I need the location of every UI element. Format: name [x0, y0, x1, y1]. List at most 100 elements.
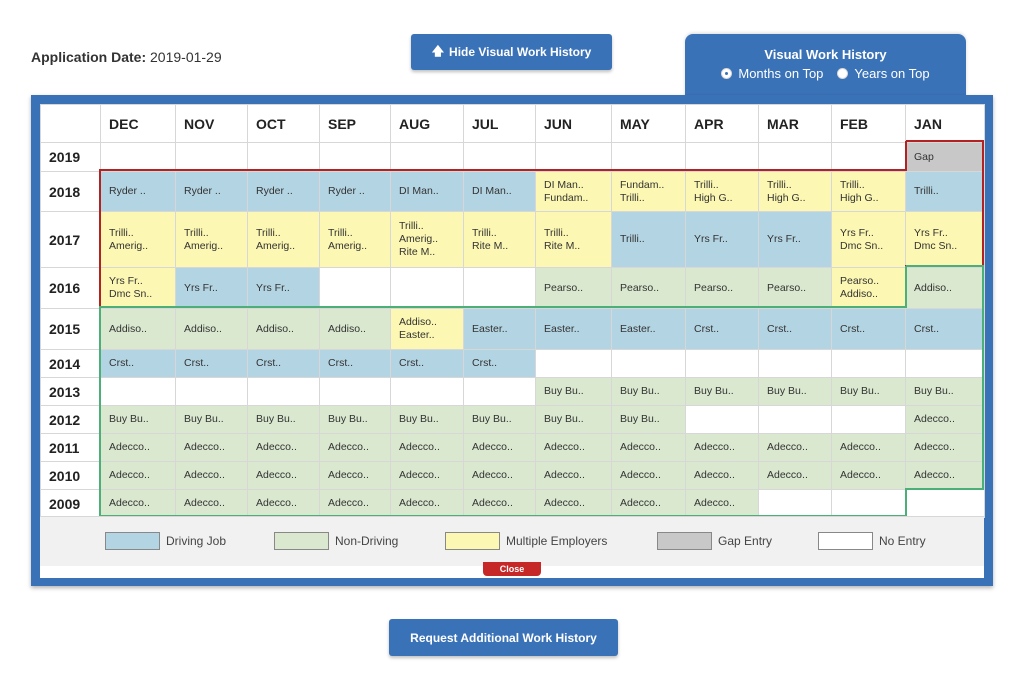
history-cell[interactable]: Adecco.. — [905, 405, 985, 434]
history-cell[interactable]: Adecco.. — [319, 489, 391, 518]
history-cell[interactable]: Crst.. — [247, 349, 320, 378]
history-cell[interactable]: Addiso.. — [100, 308, 176, 350]
history-cell[interactable]: Adecco.. — [463, 489, 536, 518]
history-cell[interactable]: Adecco.. — [390, 461, 464, 490]
history-cell[interactable]: Adecco.. — [535, 433, 612, 462]
history-cell[interactable]: Adecco.. — [758, 433, 832, 462]
history-cell[interactable]: Easter.. — [611, 308, 686, 350]
history-cell[interactable]: Adecco.. — [611, 461, 686, 490]
history-cell[interactable]: Trilli.. Rite M.. — [463, 211, 536, 268]
history-cell[interactable]: Yrs Fr.. — [685, 211, 759, 268]
history-cell[interactable]: Adecco.. — [685, 461, 759, 490]
history-cell[interactable]: Crst.. — [390, 349, 464, 378]
history-cell[interactable]: Crst.. — [758, 308, 832, 350]
history-cell[interactable]: Trilli.. Amerig.. Rite M.. — [390, 211, 464, 268]
history-cell[interactable]: Buy Bu.. — [535, 405, 612, 434]
history-cell[interactable]: Addiso.. — [905, 267, 985, 309]
history-cell[interactable]: Yrs Fr.. — [247, 267, 320, 309]
history-cell[interactable]: Crst.. — [100, 349, 176, 378]
history-cell[interactable]: Adecco.. — [758, 461, 832, 490]
history-cell[interactable]: Yrs Fr.. — [175, 267, 248, 309]
history-cell[interactable]: Buy Bu.. — [758, 377, 832, 406]
history-cell[interactable]: Trilli.. Rite M.. — [535, 211, 612, 268]
history-cell[interactable]: DI Man.. Fundam.. — [535, 171, 612, 212]
history-cell[interactable]: Trilli.. High G.. — [831, 171, 906, 212]
years-on-top-radio[interactable]: Years on Top — [837, 66, 930, 81]
history-cell[interactable]: Adecco.. — [463, 461, 536, 490]
history-cell[interactable]: Crst.. — [319, 349, 391, 378]
history-cell[interactable]: Crst.. — [831, 308, 906, 350]
close-button[interactable]: Close — [483, 562, 541, 576]
history-cell[interactable]: Buy Bu.. — [100, 405, 176, 434]
history-cell[interactable]: Trilli.. — [905, 171, 985, 212]
history-cell[interactable]: Trilli.. Amerig.. — [319, 211, 391, 268]
history-cell[interactable]: Adecco.. — [611, 433, 686, 462]
hide-visual-work-history-button[interactable]: 🡅 Hide Visual Work History — [411, 34, 612, 70]
history-cell[interactable]: Adecco.. — [390, 489, 464, 518]
history-cell[interactable]: Adecco.. — [175, 461, 248, 490]
history-cell[interactable]: Buy Bu.. — [390, 405, 464, 434]
months-on-top-radio[interactable]: Months on Top — [721, 66, 823, 81]
history-cell[interactable]: Adecco.. — [611, 489, 686, 518]
history-cell[interactable]: Pearso.. — [535, 267, 612, 309]
history-cell[interactable]: Buy Bu.. — [831, 377, 906, 406]
history-cell[interactable]: Adecco.. — [905, 461, 985, 490]
history-cell[interactable]: Ryder .. — [100, 171, 176, 212]
history-cell[interactable]: Pearso.. — [758, 267, 832, 309]
history-cell[interactable]: DI Man.. — [463, 171, 536, 212]
history-cell[interactable]: Yrs Fr.. Dmc Sn.. — [831, 211, 906, 268]
history-cell[interactable]: Crst.. — [685, 308, 759, 350]
history-cell[interactable]: Pearso.. — [611, 267, 686, 309]
history-cell[interactable]: Addiso.. Easter.. — [390, 308, 464, 350]
history-cell[interactable]: Ryder .. — [175, 171, 248, 212]
history-cell[interactable]: Yrs Fr.. — [758, 211, 832, 268]
history-cell[interactable]: Buy Bu.. — [611, 377, 686, 406]
history-cell[interactable]: Trilli.. Amerig.. — [175, 211, 248, 268]
history-cell[interactable]: Buy Bu.. — [247, 405, 320, 434]
history-cell[interactable]: Adecco.. — [463, 433, 536, 462]
history-cell[interactable]: Addiso.. — [247, 308, 320, 350]
history-cell[interactable]: Adecco.. — [100, 433, 176, 462]
history-cell[interactable]: Adecco.. — [831, 433, 906, 462]
history-cell[interactable]: Adecco.. — [319, 433, 391, 462]
history-cell[interactable]: Crst.. — [905, 308, 985, 350]
history-cell[interactable]: Adecco.. — [535, 461, 612, 490]
history-cell[interactable]: Buy Bu.. — [319, 405, 391, 434]
history-cell[interactable]: Buy Bu.. — [535, 377, 612, 406]
history-cell[interactable]: Crst.. — [463, 349, 536, 378]
history-cell[interactable]: Adecco.. — [175, 489, 248, 518]
history-cell[interactable]: Adecco.. — [100, 489, 176, 518]
history-cell[interactable]: Addiso.. — [319, 308, 391, 350]
history-cell[interactable]: Adecco.. — [319, 461, 391, 490]
history-cell[interactable]: Trilli.. High G.. — [685, 171, 759, 212]
history-cell[interactable]: Yrs Fr.. Dmc Sn.. — [100, 267, 176, 309]
history-cell[interactable]: Adecco.. — [100, 461, 176, 490]
history-cell[interactable]: Trilli.. Amerig.. — [100, 211, 176, 268]
history-cell[interactable]: Adecco.. — [905, 433, 985, 462]
history-cell[interactable]: Crst.. — [175, 349, 248, 378]
history-cell[interactable]: Addiso.. — [175, 308, 248, 350]
history-cell[interactable]: Pearso.. — [685, 267, 759, 309]
history-cell[interactable]: Trilli.. High G.. — [758, 171, 832, 212]
history-cell[interactable]: Buy Bu.. — [463, 405, 536, 434]
history-cell[interactable]: Ryder .. — [247, 171, 320, 212]
history-cell[interactable]: Adecco.. — [831, 461, 906, 490]
history-cell[interactable]: DI Man.. — [390, 171, 464, 212]
history-cell[interactable]: Adecco.. — [247, 433, 320, 462]
history-cell[interactable]: Buy Bu.. — [685, 377, 759, 406]
history-cell[interactable]: Adecco.. — [247, 461, 320, 490]
history-cell[interactable]: Pearso.. Addiso.. — [831, 267, 906, 309]
history-cell[interactable]: Buy Bu.. — [905, 377, 985, 406]
history-cell[interactable]: Yrs Fr.. Dmc Sn.. — [905, 211, 985, 268]
history-cell[interactable]: Adecco.. — [390, 433, 464, 462]
history-cell[interactable]: Adecco.. — [535, 489, 612, 518]
history-cell[interactable]: Buy Bu.. — [175, 405, 248, 434]
history-cell[interactable]: Trilli.. — [611, 211, 686, 268]
history-cell[interactable]: Adecco.. — [247, 489, 320, 518]
history-cell[interactable]: Fundam.. Trilli.. — [611, 171, 686, 212]
history-cell[interactable]: Gap — [905, 142, 985, 172]
request-additional-work-history-button[interactable]: Request Additional Work History — [389, 619, 618, 656]
history-cell[interactable]: Trilli.. Amerig.. — [247, 211, 320, 268]
history-cell[interactable]: Easter.. — [463, 308, 536, 350]
history-cell[interactable]: Ryder .. — [319, 171, 391, 212]
